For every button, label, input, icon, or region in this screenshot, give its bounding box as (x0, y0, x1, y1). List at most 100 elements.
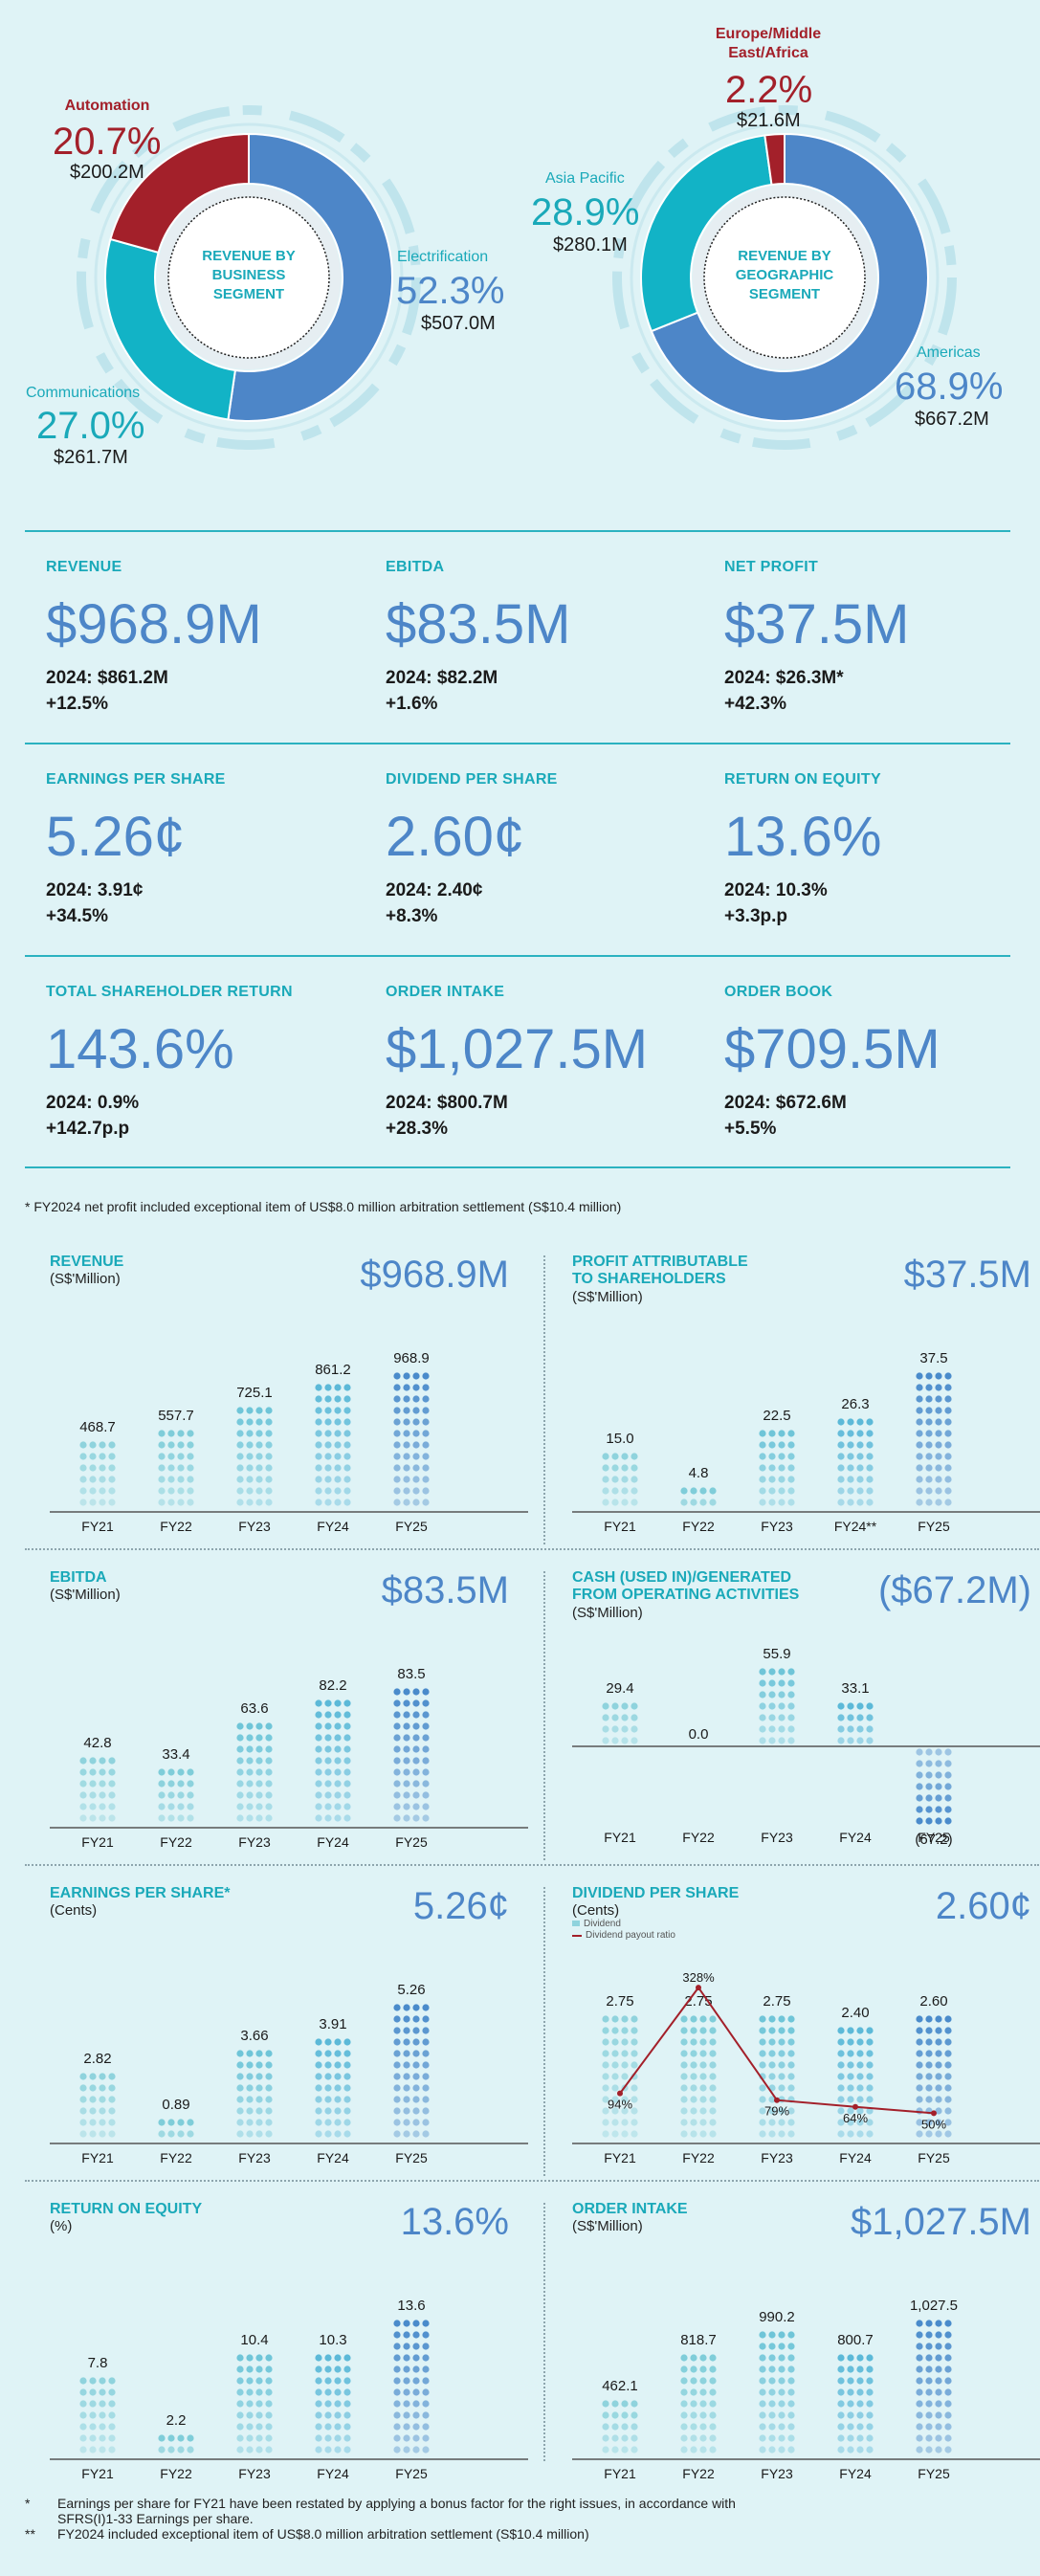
bar-dot (759, 2411, 766, 2419)
divider (25, 1166, 1010, 1168)
bar-dot (167, 1464, 175, 1472)
bar-dot (246, 1464, 254, 1472)
chart-title: RETURN ON EQUITY (50, 2201, 203, 2217)
bar-dot (787, 1430, 795, 1437)
bar-dot (787, 2331, 795, 2339)
bar-dot (759, 1487, 766, 1495)
bar-dot (768, 2423, 776, 2431)
bar-dot (324, 2423, 332, 2431)
bar-dot (79, 2400, 87, 2408)
bar-FY25 (393, 2004, 430, 2138)
bar-dot (690, 2015, 697, 2023)
bar-dot (847, 2130, 854, 2138)
bar-dot (236, 2446, 244, 2454)
bar-dot (167, 1487, 175, 1495)
bar-dot (187, 1487, 194, 1495)
bar-dot (621, 2038, 629, 2046)
bar-dot (343, 2073, 351, 2080)
bar-dot (787, 1679, 795, 1687)
kpi-prev: 2024: $800.7M (386, 1093, 508, 1113)
bar-dot (837, 1714, 845, 1721)
bar-dot (403, 1745, 410, 1753)
bar-dot (787, 1714, 795, 1721)
kpi-prev: 2024: $26.3M* (724, 668, 844, 688)
bar-dot (99, 2073, 106, 2080)
bar-dot (602, 2073, 609, 2080)
bar-dot (768, 1725, 776, 1733)
bar-dot (334, 1453, 342, 1460)
bar-value-label: 82.2 (319, 1677, 346, 1694)
bar-dot (866, 2423, 874, 2431)
kpi-label: NET PROFIT (724, 559, 819, 575)
bar-dot (324, 1464, 332, 1472)
bar-dot (412, 1780, 420, 1788)
bar-dot (412, 1757, 420, 1765)
bar-dot (89, 2388, 97, 2396)
bar-dot (856, 1702, 864, 1710)
bar-dot (403, 1441, 410, 1449)
bar-value-label: (67.2) (915, 1832, 952, 1848)
bar-dot (343, 1768, 351, 1776)
bar-dot (246, 1407, 254, 1414)
bar-dot (343, 1407, 351, 1414)
bar-value-label: 7.8 (88, 2355, 108, 2371)
bar-dot (99, 1476, 106, 1483)
bar-dot (343, 1711, 351, 1719)
bar-dot (403, 1407, 410, 1414)
bar-dot (403, 1734, 410, 1742)
bar-dot (158, 1430, 166, 1437)
bar-dot (611, 2119, 619, 2126)
bar-dot (925, 1430, 933, 1437)
bar-dot (187, 1453, 194, 1460)
bar-dot (315, 1464, 322, 1472)
bar-dot (856, 2446, 864, 2454)
bar-dot (108, 1453, 116, 1460)
bar-dot (187, 1499, 194, 1506)
bar-dot (916, 2015, 923, 2023)
bar-dot (709, 2446, 717, 2454)
bar-dot (611, 2096, 619, 2103)
bar-dot (89, 2377, 97, 2385)
bar-dot (158, 1453, 166, 1460)
bar-dot (236, 1487, 244, 1495)
bar-dot (847, 2096, 854, 2103)
bar-dot (422, 1441, 430, 1449)
bar-dot (334, 1768, 342, 1776)
bar-dot (611, 2400, 619, 2408)
bar-dot (422, 1476, 430, 1483)
bar-dot (631, 1453, 638, 1460)
footnote-fy2024: ** FY2024 included exceptional item of U… (25, 2526, 589, 2542)
chart-headline: 13.6% (400, 2201, 509, 2243)
bar-dot (866, 2119, 874, 2126)
bar-dot (690, 2050, 697, 2057)
bar-dot (99, 2423, 106, 2431)
bar-dot (768, 1679, 776, 1687)
bar-dot (89, 1791, 97, 1799)
bar-dot (680, 2446, 688, 2454)
bar-dot (837, 1418, 845, 1426)
bar-dot (158, 1791, 166, 1799)
bar-dot (935, 1794, 942, 1802)
bar-dot (787, 1441, 795, 1449)
bar-dot (602, 1737, 609, 1744)
divider (25, 743, 1010, 744)
bar-dot (393, 1487, 401, 1495)
bar-dot (925, 1384, 933, 1391)
bar-dot (778, 2365, 786, 2373)
bar-dot (79, 1441, 87, 1449)
bar-dot (79, 2423, 87, 2431)
chart-svg: 2.75FY212.75FY222.75FY232.40FY242.60FY25… (572, 1970, 1040, 2165)
bar-dot (89, 1499, 97, 1506)
bar-dot (99, 2388, 106, 2396)
bar-dot (246, 1803, 254, 1810)
bar-dot (422, 2343, 430, 2350)
bar-dot (856, 2061, 864, 2069)
bar-dot (412, 1499, 420, 1506)
bar-dot (255, 1441, 263, 1449)
bar-dot (944, 2388, 952, 2396)
x-tick-label: FY21 (604, 1519, 636, 1534)
bar-dot (925, 2050, 933, 2057)
bar-dot (324, 2388, 332, 2396)
bar-dot (944, 2061, 952, 2069)
bar-dot (324, 2073, 332, 2080)
